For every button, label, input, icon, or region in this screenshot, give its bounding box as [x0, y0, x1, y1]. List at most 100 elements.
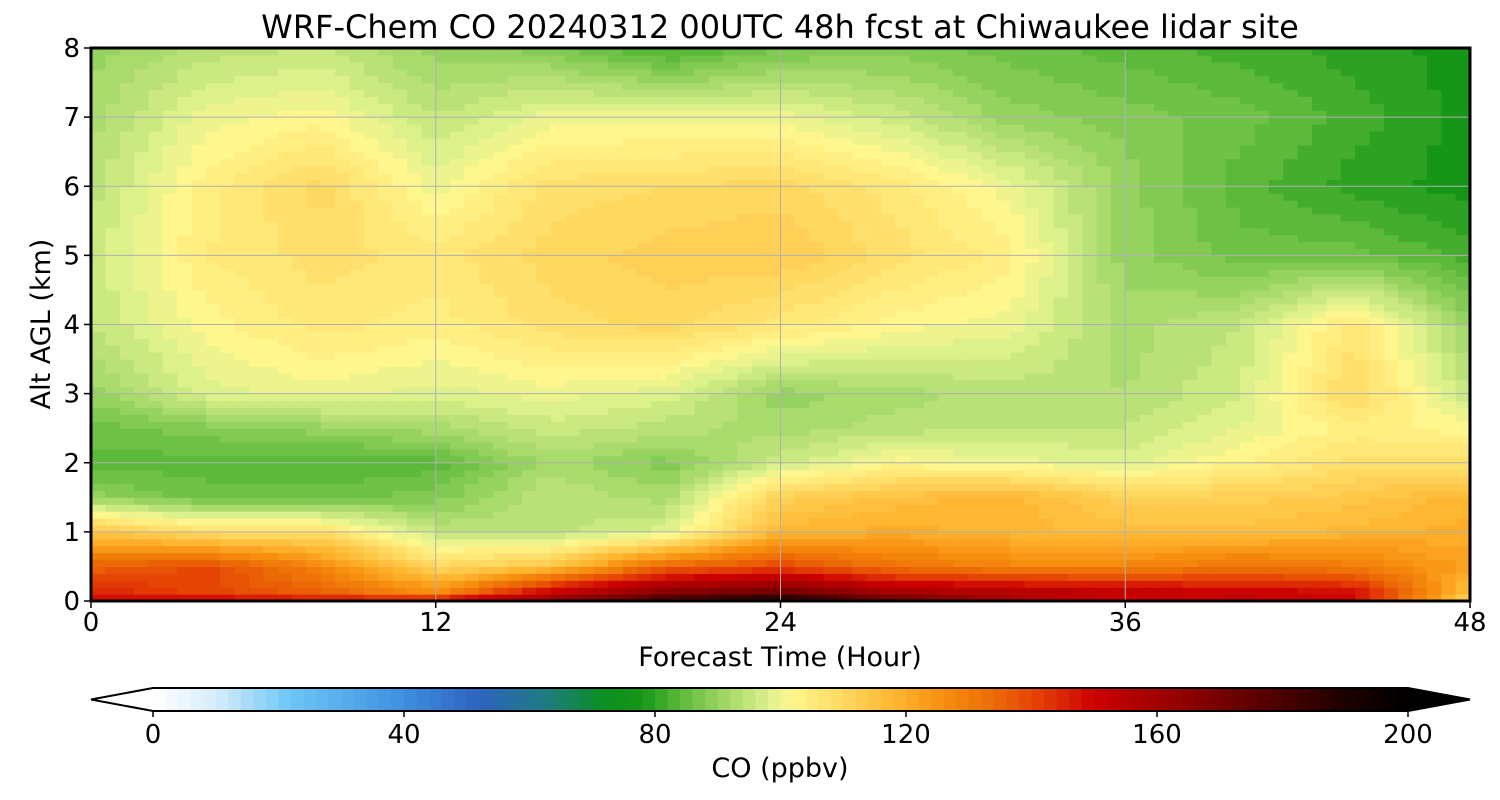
heatmap-cell — [852, 407, 868, 415]
heatmap-cell — [938, 400, 954, 409]
heatmap-cell — [292, 531, 308, 540]
heatmap-cell — [450, 462, 466, 471]
heatmap-cell — [191, 594, 207, 601]
heatmap-cell — [1311, 379, 1327, 388]
heatmap-cell — [550, 372, 566, 381]
heatmap-cell — [708, 559, 724, 568]
heatmap-cell — [263, 317, 279, 326]
heatmap-cell — [450, 538, 466, 547]
heatmap-cell — [378, 455, 394, 464]
heatmap-cell — [766, 414, 782, 422]
heatmap-cell — [464, 435, 480, 443]
heatmap-cell — [1225, 241, 1241, 250]
heatmap-cell — [521, 379, 537, 388]
heatmap-cell — [909, 289, 925, 298]
heatmap-cell — [909, 338, 925, 346]
heatmap-cell — [234, 317, 250, 326]
heatmap-cell — [177, 552, 193, 561]
heatmap-cell — [148, 407, 164, 415]
heatmap-cell — [679, 476, 695, 485]
heatmap-cell — [1024, 310, 1040, 319]
heatmap-cell — [1096, 331, 1112, 339]
heatmap-cell — [622, 283, 638, 291]
heatmap-cell — [1024, 497, 1040, 505]
heatmap-cell — [220, 448, 236, 457]
heatmap-cell — [349, 317, 365, 326]
heatmap-cell — [119, 262, 135, 270]
heatmap-cell — [1254, 448, 1270, 457]
heatmap-cell — [464, 289, 480, 298]
heatmap-cell — [349, 386, 365, 395]
heatmap-cell — [306, 414, 322, 422]
heatmap-cell — [1182, 359, 1198, 367]
heatmap-cell — [924, 303, 940, 312]
heatmap-cell — [1426, 241, 1442, 250]
heatmap-cell — [1153, 483, 1169, 491]
heatmap-cell — [335, 469, 351, 478]
heatmap-cell — [780, 255, 796, 263]
heatmap-cell — [565, 428, 580, 436]
heatmap-cell — [809, 524, 825, 533]
heatmap-cell — [1010, 455, 1026, 464]
heatmap-cell — [1197, 511, 1213, 519]
heatmap-cell — [320, 359, 336, 367]
heatmap-cell — [1082, 490, 1098, 498]
heatmap-cell — [550, 442, 566, 450]
heatmap-cell — [1024, 414, 1040, 422]
heatmap-cell — [1125, 531, 1141, 540]
heatmap-cell — [995, 269, 1011, 277]
heatmap-cell — [1369, 352, 1385, 360]
heatmap-cell — [1168, 338, 1184, 346]
heatmap-cell — [1096, 455, 1112, 464]
heatmap-cell — [306, 324, 322, 333]
heatmap-cell — [1268, 248, 1284, 256]
heatmap-cell — [981, 248, 997, 256]
heatmap-cell — [378, 552, 394, 561]
heatmap-cell — [565, 476, 580, 485]
heatmap-cell — [1426, 289, 1442, 298]
heatmap-cell — [550, 469, 566, 478]
heatmap-cell — [292, 476, 308, 485]
heatmap-cell — [1024, 455, 1040, 464]
heatmap-cell — [981, 504, 997, 512]
heatmap-cell — [1412, 324, 1428, 333]
heatmap-cell — [780, 276, 796, 284]
heatmap-cell — [1082, 283, 1098, 291]
heatmap-cell — [1383, 393, 1399, 402]
heatmap-cell — [1125, 386, 1141, 395]
heatmap-cell — [924, 559, 940, 568]
heatmap-cell — [981, 283, 997, 291]
heatmap-cell — [292, 345, 308, 353]
heatmap-cell — [1340, 345, 1356, 353]
heatmap-cell — [1297, 317, 1313, 326]
heatmap-cell — [1024, 552, 1040, 561]
heatmap-cell — [306, 545, 322, 554]
heatmap-cell — [636, 289, 652, 298]
heatmap-cell — [335, 442, 351, 450]
heatmap-cell — [177, 504, 193, 512]
heatmap-cell — [292, 421, 308, 429]
heatmap-cell — [852, 248, 868, 256]
heatmap-cell — [464, 255, 480, 263]
heatmap-cell — [105, 511, 121, 519]
heatmap-cell — [679, 469, 695, 478]
heatmap-cell — [1067, 310, 1083, 319]
heatmap-cell — [306, 317, 322, 326]
heatmap-cell — [1067, 442, 1083, 450]
heatmap-cell — [1383, 262, 1399, 270]
heatmap-cell — [751, 352, 767, 360]
heatmap-cell — [651, 559, 667, 568]
heatmap-cell — [450, 421, 466, 429]
heatmap-cell — [579, 594, 595, 601]
heatmap-cell — [1398, 324, 1414, 333]
heatmap-cell — [134, 365, 150, 374]
heatmap-cell — [737, 372, 753, 381]
heatmap-cell — [881, 435, 897, 443]
heatmap-cell — [363, 448, 379, 457]
heatmap-cell — [220, 269, 236, 277]
heatmap-cell — [1297, 497, 1313, 505]
heatmap-cell — [421, 345, 437, 353]
heatmap-cell — [1096, 393, 1112, 402]
heatmap-cell — [550, 476, 566, 485]
heatmap-cell — [320, 310, 336, 319]
